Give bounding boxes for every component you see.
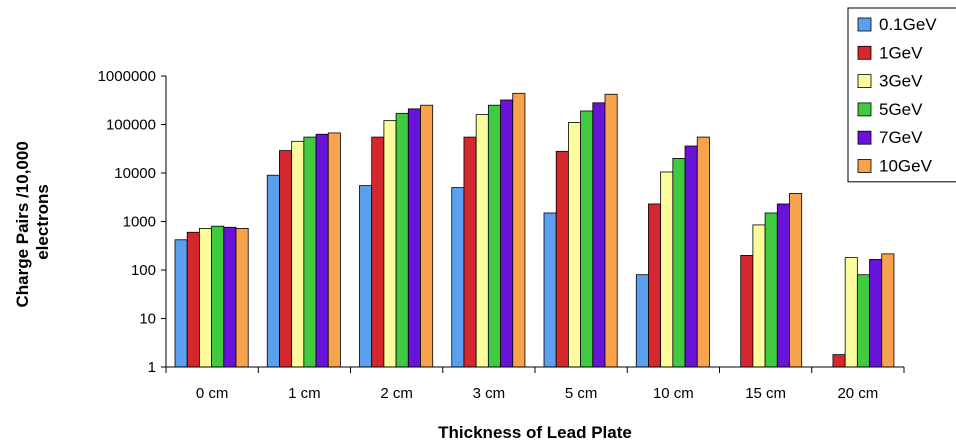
y-ticks-group: 1 10 100 1000 10000 100000 1000000 bbox=[98, 68, 166, 376]
x-tick-label: 5 cm bbox=[565, 385, 598, 402]
x-ticks-group: 0 cm 1 cm 2 cm 3 cm 5 cm 10 cm 15 cm 20 cm bbox=[165, 367, 905, 402]
bar-7GeV-3cm bbox=[500, 99, 514, 368]
bar-0_1GeV-3cm bbox=[451, 187, 465, 368]
y-tick-label: 100 bbox=[131, 262, 156, 279]
bar-1GeV-5cm bbox=[555, 150, 569, 368]
bar-3GeV-1cm bbox=[291, 140, 305, 368]
bar-5GeV-20cm bbox=[856, 274, 870, 368]
y-tick-label: 1000 bbox=[123, 214, 156, 231]
bar-1GeV-10cm bbox=[648, 203, 662, 368]
bar-3GeV-5cm bbox=[568, 122, 582, 368]
legend-swatch bbox=[857, 130, 872, 145]
legend-label: 3GeV bbox=[879, 72, 923, 91]
bars-group bbox=[174, 92, 895, 368]
y-tick-label: 10000 bbox=[114, 165, 156, 182]
bar-7GeV-15cm bbox=[776, 203, 790, 368]
bar-1GeV-15cm bbox=[740, 255, 754, 368]
bar-3GeV-10cm bbox=[660, 171, 674, 368]
bar-10GeV-0cm bbox=[235, 228, 249, 368]
x-tick-label: 20 cm bbox=[837, 385, 878, 402]
bar-0_1GeV-10cm bbox=[635, 274, 649, 368]
legend-swatch bbox=[857, 159, 872, 173]
bar-5GeV-10cm bbox=[672, 158, 686, 368]
bar-3GeV-15cm bbox=[752, 224, 766, 368]
x-tick-label: 10 cm bbox=[653, 385, 694, 402]
bar-7GeV-20cm bbox=[869, 259, 883, 368]
bar-0_1GeV-2cm bbox=[359, 185, 373, 368]
bar-7GeV-10cm bbox=[684, 145, 698, 368]
x-tick-label: 3 cm bbox=[473, 385, 506, 402]
bar-10GeV-15cm bbox=[789, 192, 803, 368]
x-tick-label: 15 cm bbox=[745, 385, 786, 402]
x-tick-label: 0 cm bbox=[196, 385, 229, 402]
bar-5GeV-1cm bbox=[303, 136, 317, 368]
bar-7GeV-0cm bbox=[223, 226, 237, 368]
legend-label: 5GeV bbox=[879, 100, 923, 119]
bar-0_1GeV-1cm bbox=[266, 174, 280, 368]
legend-label: 0.1GeV bbox=[879, 15, 937, 34]
bar-10GeV-10cm bbox=[696, 136, 710, 368]
y-axis-title-line-1: Charge Pairs /10,000 bbox=[13, 141, 32, 307]
bar-1GeV-2cm bbox=[371, 136, 385, 368]
bar-7GeV-1cm bbox=[315, 133, 329, 368]
y-tick-label: 100000 bbox=[106, 117, 156, 134]
bar-7GeV-5cm bbox=[592, 102, 606, 368]
bar-1GeV-20cm bbox=[832, 354, 846, 368]
bar-10GeV-3cm bbox=[512, 92, 526, 368]
bar-10GeV-5cm bbox=[604, 93, 618, 368]
bar-1GeV-3cm bbox=[463, 136, 477, 368]
bar-5GeV-15cm bbox=[764, 212, 778, 368]
bar-1GeV-1cm bbox=[279, 150, 293, 368]
y-tick-label: 1000000 bbox=[98, 68, 156, 85]
bar-3GeV-3cm bbox=[475, 114, 489, 368]
bar-5GeV-3cm bbox=[487, 104, 501, 368]
x-axis-title: Thickness of Lead Plate bbox=[438, 423, 632, 442]
bar-3GeV-2cm bbox=[383, 120, 397, 368]
bar-10GeV-20cm bbox=[881, 253, 895, 368]
x-tick-label: 2 cm bbox=[380, 385, 413, 402]
x-tick-label: 1 cm bbox=[288, 385, 321, 402]
legend: 0.1GeV 1GeV 3GeV 5GeV 7GeV 10GeV bbox=[847, 7, 956, 183]
legend-box bbox=[847, 7, 956, 183]
legend-label: 1GeV bbox=[879, 43, 923, 62]
legend-label: 7GeV bbox=[879, 128, 923, 147]
legend-label: 10GeV bbox=[879, 157, 933, 176]
y-tick-label: 10 bbox=[139, 311, 156, 328]
bar-1GeV-0cm bbox=[186, 231, 200, 368]
y-axis-title-line-2: electrons bbox=[33, 184, 52, 260]
legend-swatch bbox=[857, 74, 872, 88]
bar-0_1GeV-5cm bbox=[543, 212, 557, 368]
bar-5GeV-2cm bbox=[395, 112, 409, 368]
bar-7GeV-2cm bbox=[407, 108, 421, 368]
y-axis-title: Charge Pairs /10,000 electrons bbox=[13, 136, 52, 307]
bar-3GeV-20cm bbox=[844, 257, 858, 368]
legend-swatch bbox=[857, 17, 872, 32]
bar-3GeV-0cm bbox=[198, 228, 212, 368]
bar-5GeV-0cm bbox=[211, 225, 225, 368]
legend-swatch bbox=[857, 102, 872, 117]
bar-0_1GeV-0cm bbox=[174, 239, 188, 368]
bar-10GeV-1cm bbox=[327, 132, 341, 368]
legend-swatch bbox=[857, 45, 872, 60]
bar-5GeV-5cm bbox=[580, 110, 594, 368]
y-tick-label: 1 bbox=[148, 359, 156, 376]
bar-10GeV-2cm bbox=[420, 104, 434, 368]
